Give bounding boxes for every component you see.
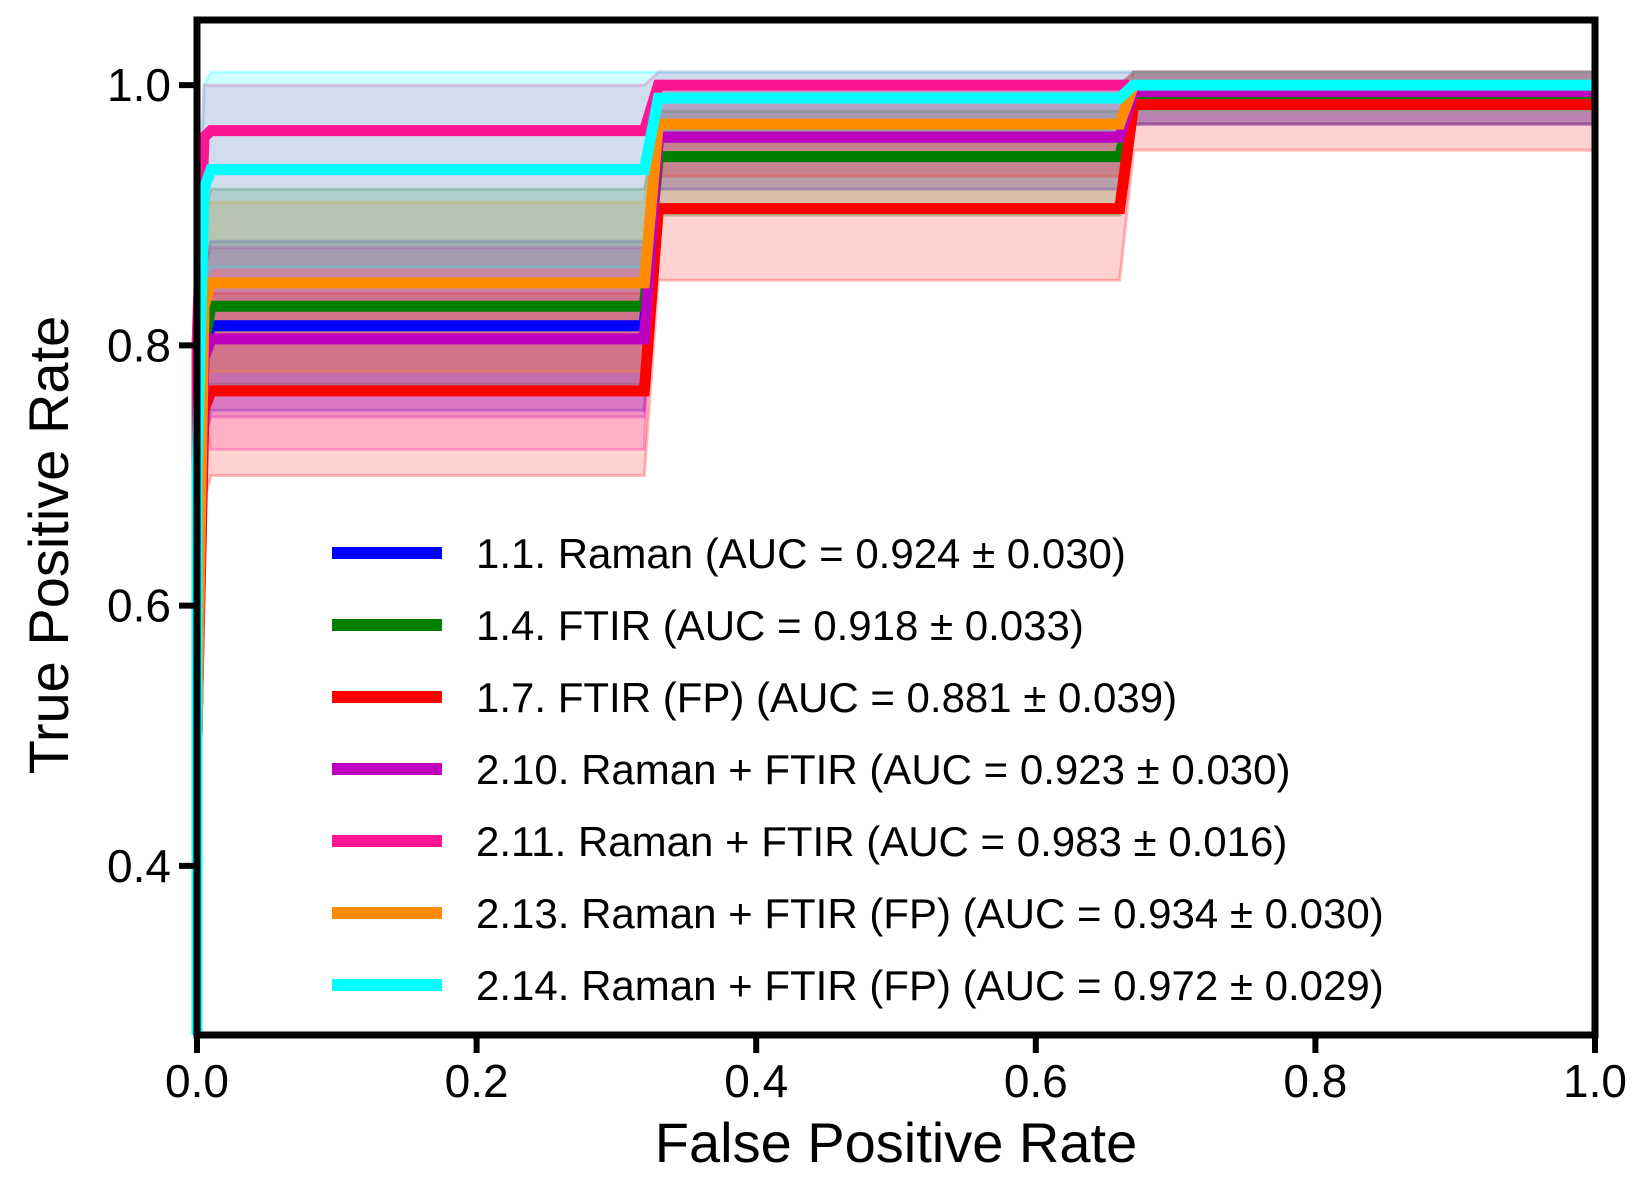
legend-label-7: 2.14. Raman + FTIR (FP) (AUC = 0.972 ± 0…: [476, 962, 1384, 1009]
x-tick-label: 0.6: [1004, 1055, 1068, 1107]
x-tick-label: 1.0: [1563, 1055, 1627, 1107]
legend-label-3: 1.7. FTIR (FP) (AUC = 0.881 ± 0.039): [476, 674, 1177, 721]
y-axis-ticks: 0.4 0.6 0.8 1.0: [107, 59, 197, 892]
y-tick-label: 0.4: [107, 840, 171, 892]
x-tick-label: 0.0: [165, 1055, 229, 1107]
x-tick-label: 0.2: [445, 1055, 509, 1107]
y-tick-label: 1.0: [107, 59, 171, 111]
legend-label-6: 2.13. Raman + FTIR (FP) (AUC = 0.934 ± 0…: [476, 890, 1384, 937]
legend-label-2: 1.4. FTIR (AUC = 0.918 ± 0.033): [476, 602, 1084, 649]
y-axis-title: True Positive Rate: [17, 316, 80, 775]
x-axis-ticks: 0.0 0.2 0.4 0.6 0.8 1.0: [165, 1035, 1627, 1107]
x-tick-label: 0.4: [724, 1055, 788, 1107]
legend-label-4: 2.10. Raman + FTIR (AUC = 0.923 ± 0.030): [476, 746, 1290, 793]
legend: 1.1. Raman (AUC = 0.924 ± 0.030) 1.4. FTI…: [332, 530, 1384, 1009]
x-axis-title: False Positive Rate: [655, 1111, 1137, 1174]
y-tick-label: 0.6: [107, 580, 171, 632]
legend-label-5: 2.11. Raman + FTIR (AUC = 0.983 ± 0.016): [476, 818, 1287, 865]
x-tick-label: 0.8: [1283, 1055, 1347, 1107]
legend-label-1: 1.1. Raman (AUC = 0.924 ± 0.030): [476, 530, 1126, 577]
plot-frame: [193, 16, 1599, 1039]
y-tick-label: 0.8: [107, 319, 171, 371]
